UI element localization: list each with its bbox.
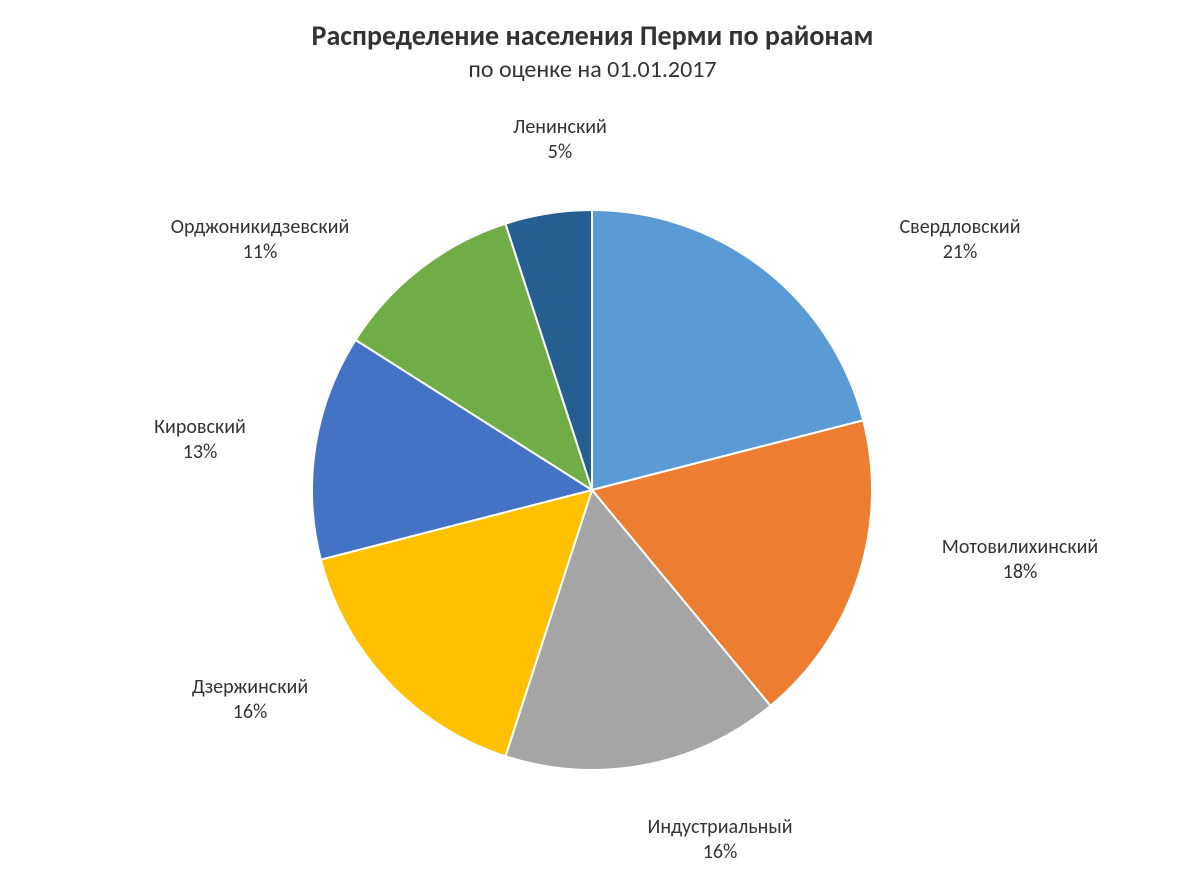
slice-label-name: Кировский <box>154 415 246 440</box>
slice-label-percent: 11% <box>171 240 350 265</box>
slice-label: Кировский13% <box>154 415 246 465</box>
slice-label-name: Свердловский <box>899 215 1020 240</box>
slice-label: Ленинский5% <box>513 115 607 165</box>
slice-label-percent: 13% <box>154 440 246 465</box>
slice-label-percent: 16% <box>192 700 308 725</box>
slice-label: Индустриальный16% <box>647 815 792 865</box>
slice-label: Мотовилихинский18% <box>942 535 1099 585</box>
slice-label: Дзержинский16% <box>192 675 308 725</box>
slice-label-percent: 21% <box>899 240 1020 265</box>
slice-label-name: Мотовилихинский <box>942 535 1099 560</box>
slice-label-name: Дзержинский <box>192 675 308 700</box>
slice-label: Свердловский21% <box>899 215 1020 265</box>
slice-label-name: Индустриальный <box>647 815 792 840</box>
slice-label-name: Ленинский <box>513 115 607 140</box>
slice-label: Орджоникидзевский11% <box>171 215 350 265</box>
slice-label-name: Орджоникидзевский <box>171 215 350 240</box>
slice-label-percent: 16% <box>647 840 792 865</box>
chart-container: Распределение населения Перми по районам… <box>0 0 1185 883</box>
slice-label-percent: 5% <box>513 140 607 165</box>
slice-label-percent: 18% <box>942 560 1099 585</box>
